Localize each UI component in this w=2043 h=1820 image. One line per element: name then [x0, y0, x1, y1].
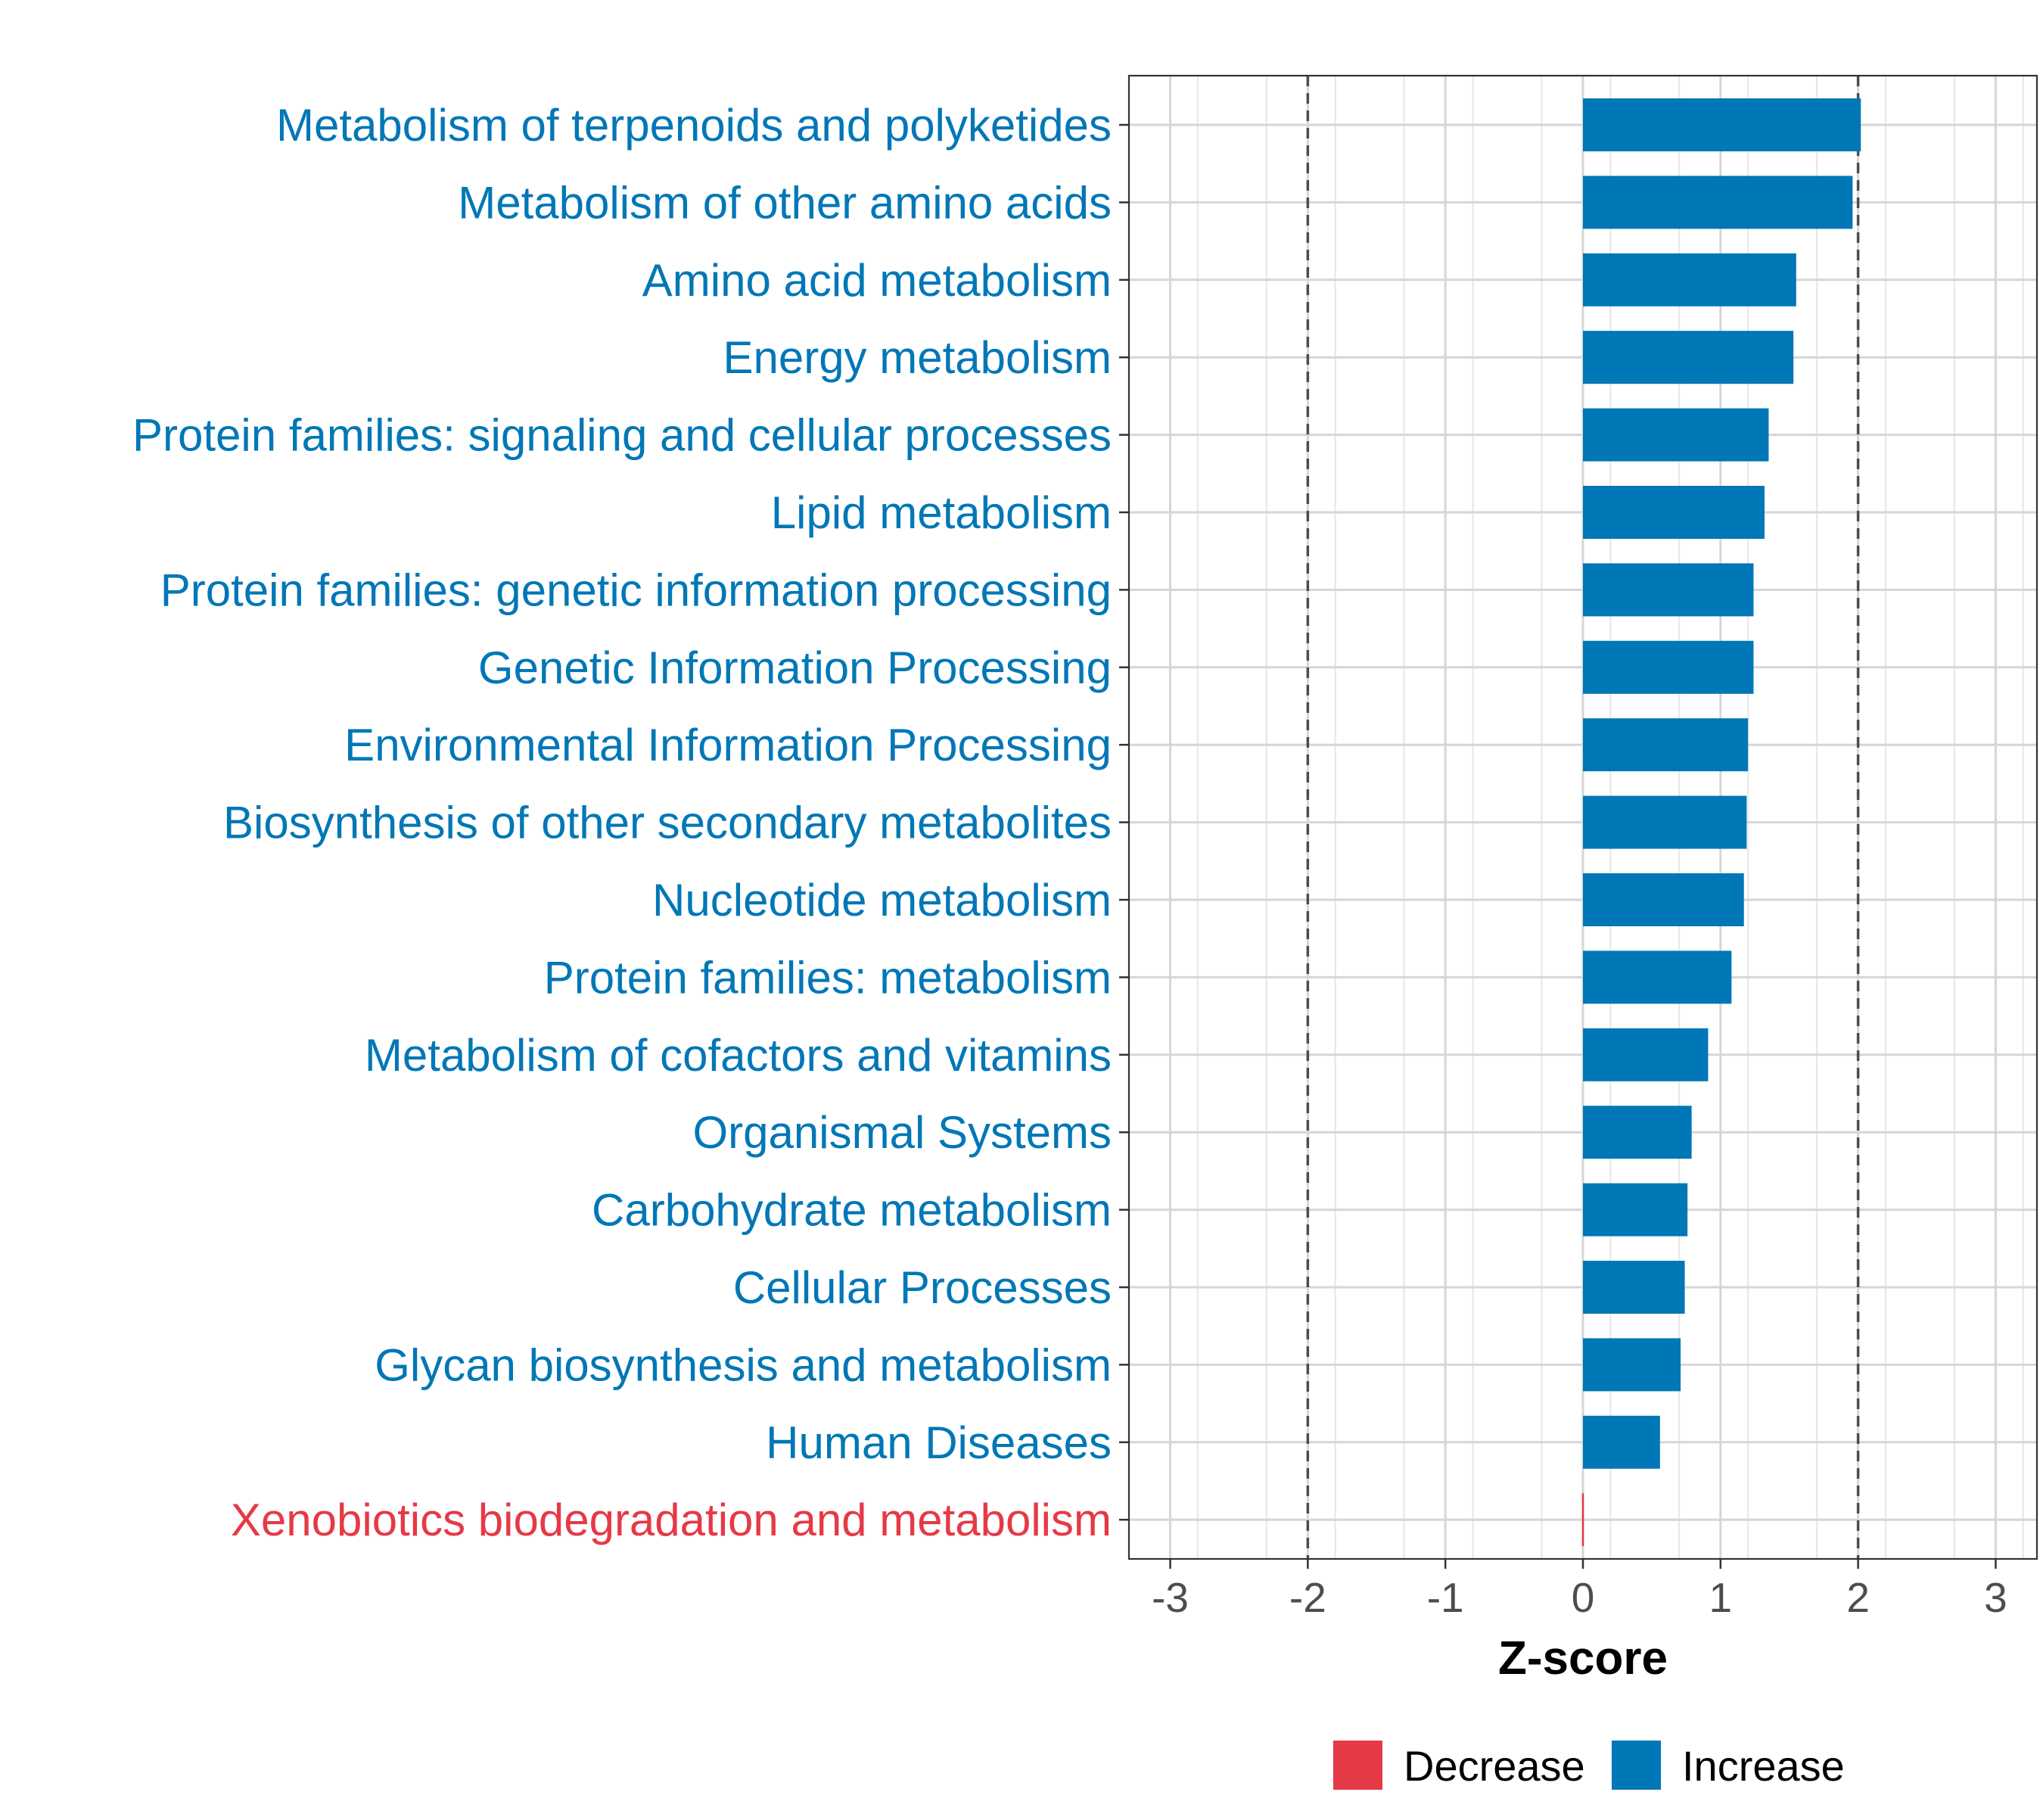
bar [1583, 486, 1765, 539]
bar [1583, 331, 1794, 384]
bar [1583, 1261, 1685, 1314]
bar [1583, 253, 1796, 306]
category-label: Xenobiotics biodegradation and metabolis… [231, 1495, 1112, 1545]
bar [1583, 1028, 1709, 1081]
category-label: Environmental Information Processing [344, 720, 1112, 770]
category-label: Human Diseases [766, 1417, 1112, 1468]
bar [1583, 98, 1861, 151]
x-tick-label: 0 [1572, 1574, 1595, 1621]
legend-swatch-increase [1612, 1741, 1661, 1790]
bar [1583, 950, 1732, 1004]
category-label: Amino acid metabolism [642, 255, 1112, 306]
bar [1583, 408, 1769, 462]
bar [1583, 718, 1749, 772]
x-tick-label: -2 [1289, 1574, 1326, 1621]
bar [1583, 873, 1744, 926]
category-label: Metabolism of other amino acids [458, 177, 1112, 228]
x-tick-label: 2 [1846, 1574, 1870, 1621]
legend-label-decrease: Decrease [1404, 1742, 1585, 1790]
category-label: Energy metabolism [723, 332, 1112, 383]
y-axis-labels: Metabolism of terpenoids and polyketides… [132, 100, 1112, 1545]
bar [1583, 1183, 1688, 1237]
x-tick-label: -1 [1427, 1574, 1464, 1621]
category-label: Cellular Processes [733, 1262, 1112, 1313]
bar [1583, 563, 1754, 617]
bars [1581, 98, 1861, 1547]
bar [1583, 1338, 1681, 1392]
x-axis-ticks: -3 -2 -1 0 1 2 3 [1152, 1559, 2007, 1621]
x-axis-title: Z-score [1498, 1632, 1668, 1685]
y-axis-ticks [1119, 123, 1129, 1521]
category-label: Metabolism of terpenoids and polyketides [276, 100, 1112, 151]
category-label: Lipid metabolism [771, 487, 1112, 538]
category-label: Nucleotide metabolism [652, 875, 1112, 926]
category-label: Biosynthesis of other secondary metaboli… [223, 798, 1112, 848]
reference-lines [1306, 76, 1860, 1559]
category-label: Protein families: metabolism [544, 952, 1112, 1003]
bar [1581, 1493, 1584, 1547]
category-label: Protein families: signaling and cellular… [132, 410, 1112, 461]
bar [1583, 1415, 1660, 1469]
bar [1583, 176, 1853, 229]
category-label: Glycan biosynthesis and metabolism [375, 1339, 1112, 1390]
legend-swatch-decrease [1333, 1741, 1382, 1790]
x-tick-label: 1 [1709, 1574, 1733, 1621]
category-label: Metabolism of cofactors and vitamins [365, 1030, 1112, 1081]
x-tick-label: -3 [1152, 1574, 1189, 1621]
category-label: Carbohydrate metabolism [592, 1185, 1112, 1236]
legend-label-increase: Increase [1682, 1742, 1845, 1790]
bar [1583, 640, 1754, 694]
x-tick-label: 3 [1984, 1574, 2007, 1621]
category-label: Genetic Information Processing [478, 642, 1112, 693]
category-label: Protein families: genetic information pr… [160, 565, 1112, 615]
bar [1583, 1106, 1692, 1159]
legend: Decrease Increase [1333, 1741, 1845, 1790]
category-label: Organismal Systems [693, 1107, 1112, 1158]
bar [1583, 795, 1747, 849]
